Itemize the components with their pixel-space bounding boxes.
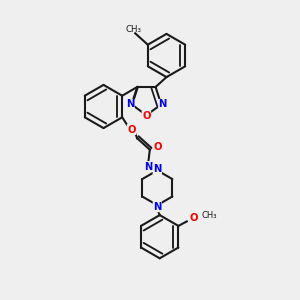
Text: O: O — [189, 213, 198, 224]
Text: CH₃: CH₃ — [126, 25, 142, 34]
Text: CH₃: CH₃ — [202, 212, 217, 220]
Text: N: N — [153, 164, 161, 174]
Text: O: O — [127, 124, 136, 135]
Text: N: N — [158, 99, 167, 110]
Text: O: O — [153, 142, 162, 152]
Text: N: N — [144, 161, 152, 172]
Text: N: N — [126, 99, 134, 110]
Text: N: N — [153, 202, 161, 212]
Text: O: O — [142, 111, 151, 121]
